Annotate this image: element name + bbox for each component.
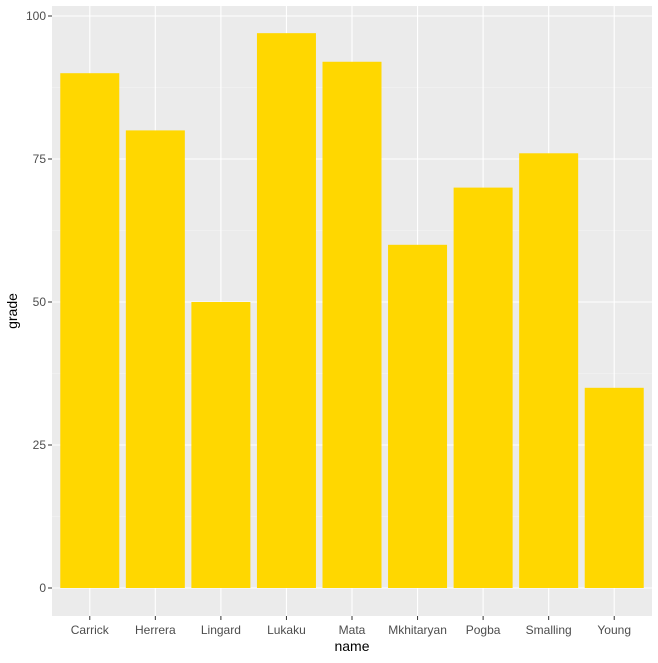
x-tick-label: Carrick (71, 623, 110, 637)
y-axis: 0 25 50 75 100 (26, 9, 52, 595)
y-tick-label: 50 (33, 295, 47, 309)
bar-carrick (60, 73, 120, 588)
bar-smalling (519, 153, 579, 588)
y-axis-title: grade (4, 293, 20, 329)
x-tick-label: Lingard (201, 623, 241, 637)
bar-lingard (191, 302, 251, 588)
x-tick-label: Mata (339, 623, 366, 637)
bar-lukaku (256, 33, 316, 589)
bar-herrera (125, 130, 185, 588)
x-tick-label: Pogba (466, 623, 501, 637)
bar-young (584, 387, 644, 588)
y-tick-label: 0 (39, 581, 46, 595)
x-tick-label: Herrera (135, 623, 176, 637)
x-tick-label: Smalling (526, 623, 572, 637)
x-tick-label: Mkhitaryan (388, 623, 447, 637)
bar-mkhitaryan (388, 244, 448, 589)
x-axis-title: name (334, 638, 369, 654)
y-tick-label: 25 (33, 438, 47, 452)
x-axis: Carrick Herrera Lingard Lukaku Mata Mkhitarya… (71, 616, 631, 637)
bars (60, 33, 644, 589)
bar-mata (322, 61, 382, 588)
y-tick-label: 75 (33, 152, 47, 166)
y-tick-label: 100 (26, 9, 46, 23)
x-tick-label: Lukaku (267, 623, 306, 637)
x-tick-label: Young (597, 623, 631, 637)
bar-pogba (453, 187, 513, 588)
